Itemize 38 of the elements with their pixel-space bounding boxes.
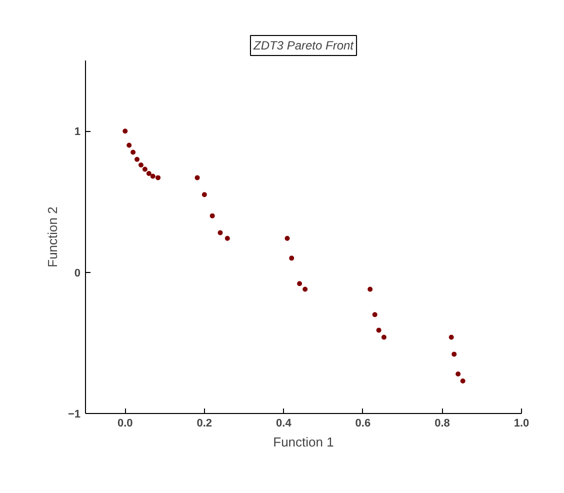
point [138,162,144,168]
x-tick-label: 0.4 [276,418,292,430]
point [289,256,294,261]
point [146,170,152,176]
x-tick-label: 0.8 [434,418,450,430]
point [150,174,156,179]
y-tick-label: 0 [74,267,81,280]
point [456,371,461,376]
x-tick-label: 0.0 [117,418,133,430]
point [302,286,308,292]
point [126,142,132,148]
y-tick-label: −1 [68,408,81,420]
y-tick-label: 1 [74,126,81,138]
point [194,175,200,180]
point [134,156,140,162]
point [130,150,136,155]
point [460,378,466,384]
x-tick-label: 0.2 [196,418,212,430]
chart-title: ZDT3 Pareto Front [252,38,354,52]
x-tick-label: 1.0 [514,418,530,430]
point [210,213,215,218]
point [156,175,161,180]
point [284,236,290,241]
point [372,312,378,318]
point [224,236,230,241]
point [376,328,382,333]
point [202,192,207,198]
point [297,281,302,286]
point [381,334,386,340]
y-axis-title: Function 2 [44,206,60,268]
point [122,128,128,134]
point [448,334,454,340]
point [368,286,373,292]
x-axis-title: Function 1 [273,434,334,450]
point [218,230,223,236]
x-tick-label: 0.6 [355,418,371,430]
point [452,352,457,357]
point [142,166,148,172]
